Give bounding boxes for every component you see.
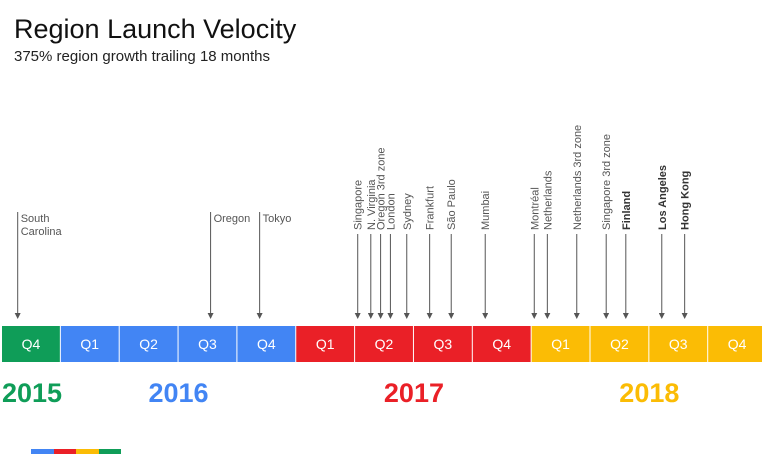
quarter-label: Q1 (316, 336, 335, 352)
quarter-label: Q4 (22, 336, 41, 352)
quarter-cell (708, 326, 762, 362)
brand-bar-yellow (76, 449, 99, 454)
launch-marker: Netherlands (542, 170, 554, 319)
launch-marker: Oregon (207, 212, 251, 319)
brand-bar-green (98, 449, 121, 454)
quarter-cell (413, 326, 472, 362)
year-label: 2018 (619, 378, 679, 408)
launch-label: London (385, 193, 397, 230)
brand-bar-red (53, 449, 76, 454)
quarter-label: Q2 (139, 336, 158, 352)
launch-label: São Paulo (446, 179, 458, 230)
quarter-label: Q1 (80, 336, 99, 352)
launch-label: Los Angeles (657, 165, 669, 230)
quarter-label: Q3 (198, 336, 217, 352)
quarter-label: Q4 (492, 336, 511, 352)
launch-label: Frankfurt (425, 186, 437, 230)
quarter-label: Q2 (375, 336, 394, 352)
quarter-cell (355, 326, 413, 362)
launch-label: Netherlands (542, 170, 554, 230)
quarter-label: Q4 (257, 336, 276, 352)
launch-marker: Tokyo (256, 212, 292, 319)
launch-label: South Carolina (21, 213, 63, 238)
quarter-label: Q3 (434, 336, 453, 352)
quarter-label: Q4 (728, 336, 747, 352)
launch-label: Montréal (529, 187, 541, 230)
quarter-label: Q3 (669, 336, 688, 352)
launch-marker: South Carolina (14, 212, 63, 319)
year-label: 2015 (2, 378, 62, 408)
year-label: 2017 (384, 378, 444, 408)
launch-marker: Sydney (402, 193, 414, 319)
quarter-band: Q4 Q1 Q2 Q3 Q4 Q1 Q2 Q3 Q4 Q1 Q2 Q3 Q4 (2, 326, 762, 362)
year-label: 2016 (149, 378, 209, 408)
launch-label: Netherlands 3rd zone (572, 125, 584, 230)
launch-markers: South Carolina Oregon Tokyo Singapore N. Virg… (14, 125, 692, 319)
quarter-cell (237, 326, 296, 362)
launch-marker: N. Virginia (366, 179, 378, 319)
quarter-cell (531, 326, 590, 362)
launch-label: Singapore (353, 180, 365, 230)
launch-label: Oregon 3rd zone (376, 147, 388, 230)
launch-marker: Singapore 3rd zone (601, 134, 613, 319)
year-labels: 2015 2016 2017 2018 (2, 378, 679, 408)
brand-bar-blue (31, 449, 54, 454)
launch-marker: São Paulo (446, 179, 458, 319)
quarter-cell (296, 326, 355, 362)
launch-label: Finland (621, 191, 633, 230)
chart-title: Region Launch Velocity (14, 14, 297, 44)
quarter-label: Q1 (551, 336, 570, 352)
launch-marker: Netherlands 3rd zone (572, 125, 584, 319)
launch-label: N. Virginia (366, 179, 378, 230)
launch-marker: Finland (621, 191, 633, 319)
launch-label: Sydney (402, 193, 414, 230)
quarter-cell (119, 326, 178, 362)
quarter-cell (472, 326, 531, 362)
launch-label: Oregon (214, 213, 251, 225)
launch-marker: Hong Kong (680, 171, 692, 319)
launch-marker: Montréal (529, 187, 541, 319)
launch-marker: Frankfurt (425, 186, 437, 319)
launch-marker: London (385, 193, 397, 319)
launch-label: Mumbai (480, 191, 492, 230)
brand-color-bar (31, 449, 121, 454)
launch-label: Singapore 3rd zone (601, 134, 613, 230)
quarter-cell (178, 326, 237, 362)
launch-label: Hong Kong (680, 171, 692, 230)
quarter-cell (60, 326, 119, 362)
launch-marker: Los Angeles (657, 165, 669, 319)
launch-marker: Singapore (353, 180, 365, 319)
quarter-cell (649, 326, 708, 362)
quarter-label: Q2 (610, 336, 629, 352)
launch-marker: Oregon 3rd zone (376, 147, 388, 319)
launch-label: Tokyo (263, 213, 292, 225)
quarter-cell (590, 326, 649, 362)
quarter-cell (2, 326, 60, 362)
chart-subtitle: 375% region growth trailing 18 months (14, 48, 270, 65)
launch-marker: Mumbai (480, 191, 492, 319)
